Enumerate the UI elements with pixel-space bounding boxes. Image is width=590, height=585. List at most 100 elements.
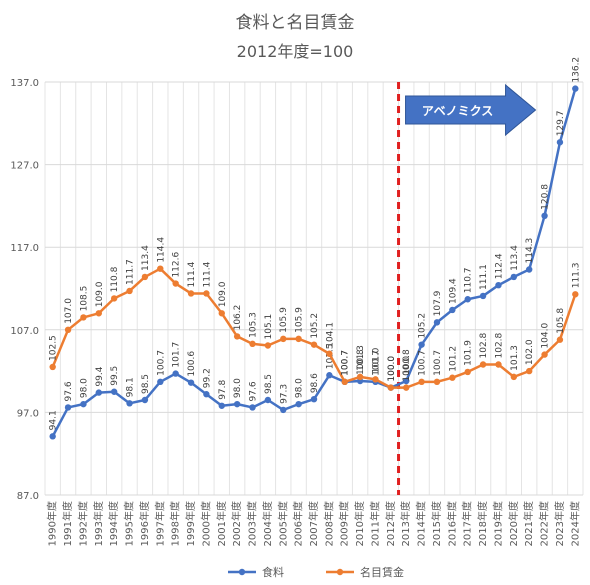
data-label: 104.0 xyxy=(541,323,551,349)
data-point xyxy=(95,310,103,317)
x-tick-label: 2002年度 xyxy=(230,501,243,546)
x-tick-label: 2016年度 xyxy=(445,501,458,546)
data-label: 105.3 xyxy=(249,312,259,338)
x-tick-label: 2020年度 xyxy=(507,501,520,546)
data-label: 109.0 xyxy=(95,281,105,307)
data-label: 101.7 xyxy=(172,342,182,368)
x-tick-label: 2007年度 xyxy=(307,501,320,546)
data-point xyxy=(510,373,518,381)
data-label: 106.2 xyxy=(233,305,243,331)
y-tick-label: 137.0 xyxy=(10,78,39,89)
data-point xyxy=(449,374,456,381)
data-label: 94.1 xyxy=(49,410,59,430)
data-point xyxy=(203,290,210,297)
data-label: 109.0 xyxy=(218,281,228,307)
data-label: 104.1 xyxy=(325,322,335,348)
data-point xyxy=(110,388,118,395)
x-tick-label: 2009年度 xyxy=(338,501,351,546)
data-label: 100.7 xyxy=(341,350,351,376)
legend-label: 食料 xyxy=(262,565,284,579)
data-point xyxy=(387,384,395,391)
data-label: 114.4 xyxy=(156,237,166,263)
x-tick-label: 2000年度 xyxy=(199,501,212,546)
data-label: 98.5 xyxy=(264,374,274,394)
annotation-label: アベノミクス xyxy=(422,104,493,118)
data-point xyxy=(80,314,87,321)
data-label: 107.0 xyxy=(64,298,74,324)
data-label: 105.8 xyxy=(556,308,566,334)
x-tick-label: 2022年度 xyxy=(538,501,551,546)
x-tick-label: 2015年度 xyxy=(430,501,443,546)
data-label: 100.7 xyxy=(418,350,428,376)
chart-subtitle: 2012年度=100 xyxy=(236,42,354,61)
y-tick-label: 127.0 xyxy=(10,161,39,172)
x-tick-label: 2011年度 xyxy=(368,501,381,546)
x-tick-label: 2014年度 xyxy=(415,501,428,546)
data-point xyxy=(280,406,287,414)
data-point xyxy=(64,404,72,411)
data-label: 98.1 xyxy=(126,377,136,397)
data-label: 97.6 xyxy=(249,381,259,401)
data-label: 129.7 xyxy=(556,111,566,137)
data-label: 112.6 xyxy=(172,252,182,278)
data-point xyxy=(64,326,72,333)
data-point xyxy=(572,85,579,92)
data-label: 98.0 xyxy=(233,378,243,398)
data-label: 101.3 xyxy=(510,345,520,371)
data-point xyxy=(418,378,425,386)
data-label: 107.9 xyxy=(433,290,443,316)
data-label: 105.9 xyxy=(279,307,289,333)
data-label: 97.8 xyxy=(218,379,228,399)
data-point xyxy=(49,433,56,440)
y-tick-label: 107.0 xyxy=(10,326,39,337)
data-label: 98.5 xyxy=(141,374,151,394)
data-label: 101.3 xyxy=(356,345,366,371)
data-point xyxy=(49,363,56,371)
data-label: 99.5 xyxy=(110,366,120,386)
x-tick-label: 2003年度 xyxy=(246,501,259,546)
x-tick-label: 2021年度 xyxy=(522,501,535,546)
data-point xyxy=(218,402,225,409)
data-point xyxy=(510,273,518,281)
data-point xyxy=(264,342,272,349)
data-point xyxy=(326,350,333,357)
x-tick-label: 1994年度 xyxy=(107,501,120,546)
data-point xyxy=(495,361,502,368)
data-label: 99.4 xyxy=(95,366,105,386)
data-label: 136.2 xyxy=(571,57,581,83)
data-label: 105.1 xyxy=(264,314,274,340)
data-label: 110.8 xyxy=(110,266,120,292)
x-tick-label: 1992年度 xyxy=(76,501,89,546)
data-label: 100.7 xyxy=(371,350,381,376)
x-tick-label: 1996年度 xyxy=(138,501,151,546)
annotation-arrow xyxy=(405,83,537,137)
data-label: 110.7 xyxy=(464,267,474,293)
x-tick-label: 2004年度 xyxy=(261,501,274,546)
data-point xyxy=(495,281,502,289)
x-tick-label: 2013年度 xyxy=(399,501,412,546)
x-tick-label: 1993年度 xyxy=(92,501,105,546)
data-label: 98.6 xyxy=(310,373,320,393)
data-point xyxy=(80,400,87,408)
x-tick-label: 2005年度 xyxy=(276,501,289,546)
data-point xyxy=(233,400,241,408)
data-label: 102.8 xyxy=(479,332,489,358)
data-label: 100.0 xyxy=(387,356,397,382)
data-point xyxy=(526,266,533,273)
data-point xyxy=(264,396,272,404)
x-tick-label: 2018年度 xyxy=(476,501,489,546)
data-point xyxy=(556,336,564,343)
data-point xyxy=(310,341,318,348)
data-point xyxy=(403,377,410,385)
data-label: 105.2 xyxy=(310,313,320,339)
data-point xyxy=(218,310,225,317)
x-tick-label: 1991年度 xyxy=(61,501,74,546)
data-point xyxy=(356,373,364,381)
x-tick-label: 2010年度 xyxy=(353,501,366,546)
chart-title: 食料と名目賃金 xyxy=(235,13,355,33)
data-point xyxy=(541,212,548,220)
data-label: 100.8 xyxy=(402,349,412,375)
data-point xyxy=(433,378,441,386)
